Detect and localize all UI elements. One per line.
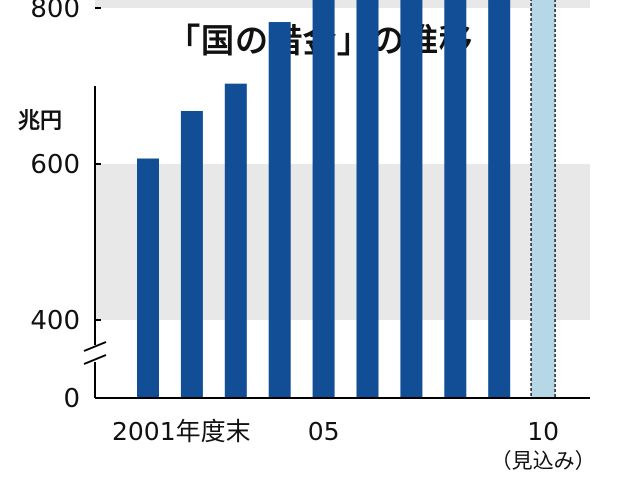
bar-2002 (180, 110, 203, 399)
y-tick-label-800: 800 (30, 0, 80, 24)
bar-2003 (224, 83, 247, 398)
grid-band-1 (95, 0, 590, 8)
y-axis-unit: 兆円 (18, 109, 62, 134)
y-tick-label-0: 0 (63, 384, 80, 414)
x-tick-label-2005: 05 (308, 417, 340, 446)
bar-2008 (444, 0, 467, 399)
bar-2004 (268, 22, 291, 398)
grid-band-0 (95, 164, 590, 320)
y-tick-label-600: 600 (30, 150, 80, 180)
bar-2001 (137, 158, 159, 398)
bar-2010-projected (530, 0, 556, 399)
x-tick-label-2010: 10 (527, 417, 559, 446)
x-tick-label-2001: 2001年度末 (112, 417, 251, 446)
axis-break-mark-2 (83, 354, 107, 365)
bar-2009 (488, 0, 511, 398)
projection-note: （見込み） (491, 449, 596, 473)
bar-2005 (312, 0, 335, 398)
bar-2007 (400, 0, 423, 398)
bar-2006 (356, 0, 379, 398)
y-tick-label-400: 400 (30, 306, 80, 336)
axis-break-mark-1 (83, 341, 107, 352)
